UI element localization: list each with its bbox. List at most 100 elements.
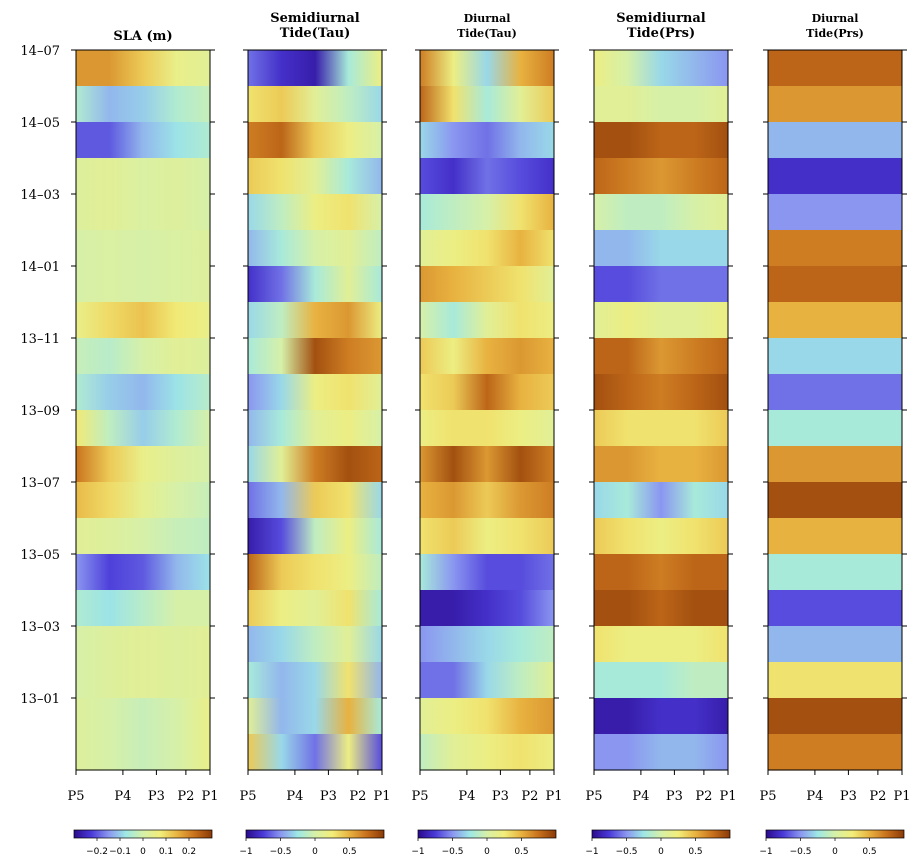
y-tick-label: 13–11 xyxy=(20,332,60,347)
heatmap-band xyxy=(768,374,902,411)
heatmap-band xyxy=(420,698,554,735)
panel-sla: SLA (m) P5 P4 P3 P2 P1 −0.2 −0.1 0 0.1 0.2 xyxy=(67,29,218,857)
x-tick-label: P1 xyxy=(373,789,390,804)
x-tick-label: P2 xyxy=(695,789,712,804)
heatmap-band xyxy=(420,410,554,447)
heatmap-band xyxy=(76,50,210,87)
heatmap-band xyxy=(594,482,728,519)
x-tick-label: P5 xyxy=(239,789,256,804)
heatmap-band xyxy=(76,410,210,447)
colorbar-tick-label: 0.5 xyxy=(688,847,702,857)
heatmap-band xyxy=(768,554,902,591)
colorbar-tick-label: −0.5 xyxy=(270,847,292,857)
heatmap-band xyxy=(768,698,902,735)
x-tick-label: P4 xyxy=(286,789,303,804)
heatmap-band xyxy=(76,626,210,699)
heatmap-band xyxy=(420,590,554,627)
heatmap-band xyxy=(76,302,210,339)
panel-title: SLA (m) xyxy=(113,29,172,44)
heatmap-band xyxy=(76,86,210,123)
heatmap-band xyxy=(768,122,902,159)
heatmap-band xyxy=(594,194,728,231)
heatmap-band xyxy=(76,374,210,411)
colorbar-tick-label: −0.1 xyxy=(109,847,131,857)
heatmap-band xyxy=(248,338,382,375)
heatmap-band xyxy=(248,86,382,123)
x-tick-label: P5 xyxy=(67,789,84,804)
heatmap-band xyxy=(248,230,382,267)
heatmap-band xyxy=(594,338,728,375)
heatmap-band xyxy=(248,374,382,411)
x-tick-label: P2 xyxy=(177,789,194,804)
x-tick-label: P5 xyxy=(411,789,428,804)
x-tick-label: P5 xyxy=(759,789,776,804)
panel-title: Semidiurnal xyxy=(616,11,706,26)
heatmap-band xyxy=(248,446,382,483)
heatmap-band xyxy=(248,698,382,735)
x-tick-label: P4 xyxy=(632,789,649,804)
heatmap-band xyxy=(420,266,554,303)
heatmap-band xyxy=(420,374,554,411)
y-tick-label: 13–01 xyxy=(20,692,60,707)
heatmap-band xyxy=(248,554,382,591)
heatmap-band xyxy=(768,50,902,87)
heatmap-band xyxy=(420,338,554,375)
heatmap-band xyxy=(594,410,728,447)
colorbar-tick-label: −0.2 xyxy=(86,847,108,857)
heatmap-band xyxy=(420,518,554,555)
colorbar xyxy=(765,829,905,839)
panel-title: Diurnal xyxy=(812,12,859,25)
heatmap-band xyxy=(594,446,728,483)
heatmap-band xyxy=(76,158,210,231)
heatmap-band xyxy=(248,50,382,87)
x-tick-label: P4 xyxy=(458,789,475,804)
heatmap-band xyxy=(420,122,554,159)
heatmap-band xyxy=(248,590,382,627)
heatmap-band xyxy=(76,590,210,627)
heatmap-band xyxy=(768,662,902,699)
heatmap-band xyxy=(248,122,382,159)
heatmap-band xyxy=(768,518,902,555)
heatmap-band xyxy=(768,338,902,375)
heatmap-band xyxy=(594,590,728,627)
x-tick-label: P2 xyxy=(349,789,366,804)
heatmap-band xyxy=(594,230,728,267)
y-tick-label: 14–05 xyxy=(20,116,60,131)
heatmap-band xyxy=(594,554,728,591)
x-tick-label: P1 xyxy=(893,789,910,804)
heatmap-band xyxy=(594,266,728,303)
heatmap-band xyxy=(768,626,902,663)
heatmap-band xyxy=(420,194,554,231)
heatmap-band xyxy=(768,194,902,231)
heatmap-band xyxy=(768,590,902,627)
heatmap-band xyxy=(768,734,902,771)
colorbar-tick-label: 0 xyxy=(312,847,318,857)
heatmap-band xyxy=(420,86,554,123)
panel-title: Tide(Tau) xyxy=(280,26,351,41)
colorbar-tick-label: 0.2 xyxy=(182,847,196,857)
colorbar-tick-label: −1 xyxy=(411,847,424,857)
panel-title: Diurnal xyxy=(464,12,511,25)
heatmap-band xyxy=(594,662,728,699)
colorbar-tick-label: 0 xyxy=(832,847,838,857)
colorbar-tick-label: 0.5 xyxy=(862,847,876,857)
x-tick-label: P3 xyxy=(492,789,509,804)
x-tick-label: P4 xyxy=(114,789,131,804)
colorbar-tick-label: −0.5 xyxy=(790,847,812,857)
heatmap-band xyxy=(768,86,902,123)
heatmap-band xyxy=(420,50,554,87)
y-tick-label: 13–03 xyxy=(20,620,60,635)
x-tick-label: P3 xyxy=(840,789,857,804)
heatmap-band xyxy=(768,410,902,447)
x-tick-label: P1 xyxy=(545,789,562,804)
heatmap-band xyxy=(76,446,210,483)
heatmap-band xyxy=(594,626,728,663)
x-tick-label: P2 xyxy=(869,789,886,804)
x-tick-label: P3 xyxy=(666,789,683,804)
heatmap-band xyxy=(594,374,728,411)
heatmap-band xyxy=(420,230,554,267)
colorbar xyxy=(591,829,731,839)
heatmap-band xyxy=(594,302,728,339)
x-tick-label: P5 xyxy=(585,789,602,804)
